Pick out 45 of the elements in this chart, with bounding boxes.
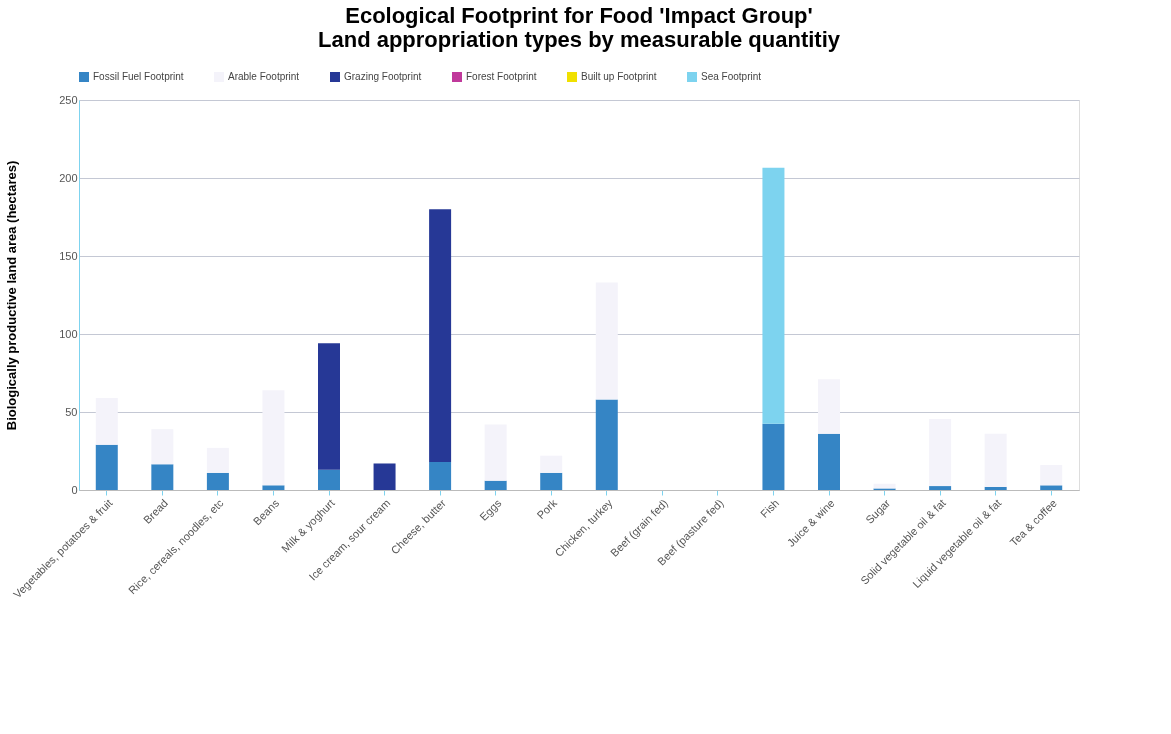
y-tick-label: 250 bbox=[59, 93, 78, 106]
bar bbox=[151, 464, 174, 490]
bar bbox=[206, 447, 229, 473]
y-tick-label: 150 bbox=[59, 249, 78, 262]
y-tick-label: 50 bbox=[65, 405, 78, 418]
y-tick-label: 100 bbox=[59, 327, 78, 340]
bar bbox=[484, 424, 507, 481]
bar bbox=[762, 167, 785, 424]
legend-label: Fossil Fuel Footprint bbox=[93, 71, 184, 82]
text: Ecological Footprint for Food 'Impact Group' bbox=[345, 3, 813, 28]
bar bbox=[373, 463, 396, 490]
legend-label: Arable Footprint bbox=[228, 71, 300, 82]
bar bbox=[262, 390, 285, 486]
bar bbox=[1040, 485, 1063, 490]
bar bbox=[762, 423, 785, 490]
y-tick-label: 200 bbox=[59, 171, 78, 184]
bar bbox=[929, 419, 952, 487]
bar bbox=[484, 480, 507, 490]
bar bbox=[429, 461, 452, 490]
legend-label: Built up Footprint bbox=[581, 71, 657, 82]
bar bbox=[984, 433, 1007, 487]
bar bbox=[818, 379, 840, 434]
bar bbox=[95, 397, 118, 445]
y-axis-title: Biologically productive land area (hectares) bbox=[4, 160, 20, 431]
bar bbox=[151, 429, 174, 465]
bar bbox=[929, 486, 952, 490]
bar bbox=[818, 433, 840, 490]
legend-label: Forest Footprint bbox=[466, 71, 537, 82]
bar bbox=[262, 485, 285, 490]
bar bbox=[318, 343, 340, 470]
y-tick-label: 0 bbox=[71, 483, 78, 496]
bar bbox=[595, 399, 618, 490]
bar bbox=[595, 282, 618, 400]
bar bbox=[984, 486, 1007, 490]
bar bbox=[95, 444, 118, 490]
bar bbox=[540, 455, 563, 473]
bar bbox=[540, 472, 563, 490]
bar bbox=[1040, 465, 1063, 486]
legend-label: Grazing Footprint bbox=[344, 71, 422, 82]
x-tick-label: Fish bbox=[758, 496, 782, 520]
text: Land appropriation types by measurable quantitiy bbox=[318, 27, 840, 52]
bar bbox=[429, 209, 452, 462]
legend-label: Sea Footprint bbox=[701, 71, 762, 82]
bar bbox=[318, 469, 340, 490]
bar bbox=[206, 472, 229, 490]
